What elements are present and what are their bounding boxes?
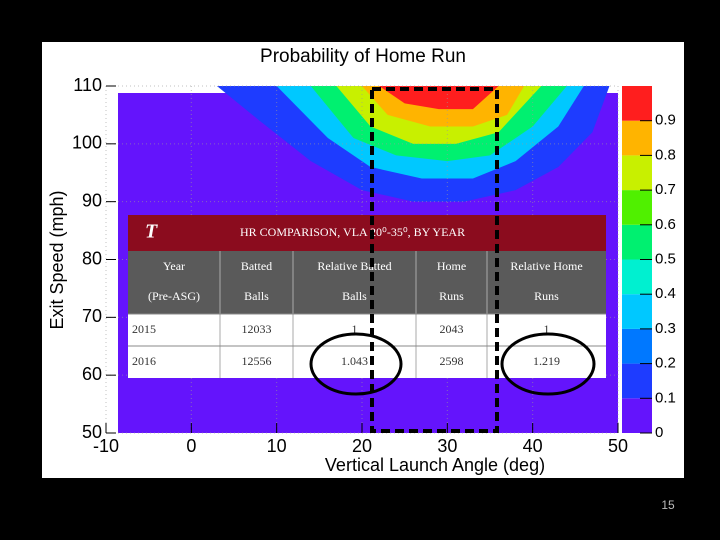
colorbar-label: 0.3 — [655, 320, 676, 337]
table-cell: 1 — [352, 322, 358, 336]
x-tick-label: 30 — [437, 436, 457, 456]
table-cell: 12556 — [242, 354, 272, 368]
y-tick-label: 110 — [73, 75, 102, 95]
colorbar-label: 0.2 — [655, 355, 676, 372]
contour-region — [379, 86, 499, 110]
y-tick-label: 70 — [82, 306, 102, 326]
colorbar-band — [622, 190, 652, 225]
table: T HR COMPARISON, VLA 20⁰-35⁰, BY YEAR Ye… — [128, 215, 606, 378]
table-cell: 2598 — [440, 354, 464, 368]
table-header-cell: Balls — [244, 289, 269, 303]
table-header-cell: Runs — [534, 289, 559, 303]
table-cell: 12033 — [242, 322, 272, 336]
chart-title: Probability of Home Run — [260, 46, 466, 67]
highlight-circle — [309, 332, 403, 396]
x-tick-label: 50 — [608, 436, 628, 456]
y-tick-label: 80 — [82, 248, 102, 268]
table-header — [128, 251, 606, 314]
highlight-box — [370, 87, 499, 433]
x-tick-label: 0 — [186, 436, 196, 456]
colorbar-label: 0.7 — [655, 181, 676, 198]
table-cell: 1.043 — [341, 354, 368, 368]
table-header-cell: Relative Batted — [317, 259, 391, 273]
table-cell: 2015 — [132, 322, 156, 336]
logo: T — [145, 221, 158, 243]
colorbar-band — [622, 259, 652, 295]
table-cell: 1.219 — [533, 354, 560, 368]
table-cell: 2016 — [132, 354, 156, 368]
colorbar-band — [622, 398, 652, 433]
colorbar-band — [622, 328, 652, 364]
table-cell: 1 — [544, 322, 550, 336]
table-header-cell: Runs — [439, 289, 464, 303]
x-axis-label: Vertical Launch Angle (deg) — [325, 455, 545, 475]
table-header-cell: Relative Home — [510, 259, 582, 273]
colorbar-label: 0.1 — [655, 389, 676, 406]
colorbar-band — [622, 363, 652, 399]
table-header-cell: Home — [437, 259, 466, 273]
table-header-cell: Batted — [241, 259, 272, 273]
x-tick-label: 40 — [523, 436, 543, 456]
colorbar-label: 0.5 — [655, 250, 676, 267]
y-axis-label: Exit Speed (mph) — [47, 190, 67, 329]
colorbar-band — [622, 155, 652, 191]
colorbar-label: 0 — [655, 424, 663, 441]
y-tick-label: 100 — [72, 133, 102, 153]
x-tick-label: -10 — [93, 436, 119, 456]
table-header-cell: Balls — [342, 289, 367, 303]
colorbar-band — [622, 120, 652, 156]
colorbar-band — [622, 86, 652, 121]
table-header-cell: (Pre-ASG) — [148, 289, 200, 303]
table-title: HR COMPARISON, VLA 20⁰-35⁰, BY YEAR — [240, 225, 465, 239]
page-number: 15 — [661, 498, 675, 512]
colorbar-label: 0.6 — [655, 216, 676, 233]
table-cell: 2043 — [440, 322, 464, 336]
colorbar-label: 0.8 — [655, 146, 676, 163]
highlight-circle — [500, 332, 596, 396]
table-header-cell: Year — [163, 259, 185, 273]
colorbar-label: 0.4 — [655, 285, 676, 302]
colorbar-band — [622, 294, 652, 329]
colorbar-band — [622, 224, 652, 260]
table-title-bar — [128, 215, 606, 251]
x-tick-label: 20 — [352, 436, 372, 456]
y-tick-label: 50 — [82, 422, 102, 442]
x-tick-label: 10 — [267, 436, 287, 456]
colorbar-label: 0.9 — [655, 112, 676, 129]
y-tick-label: 90 — [82, 190, 102, 210]
y-tick-label: 60 — [82, 364, 102, 384]
